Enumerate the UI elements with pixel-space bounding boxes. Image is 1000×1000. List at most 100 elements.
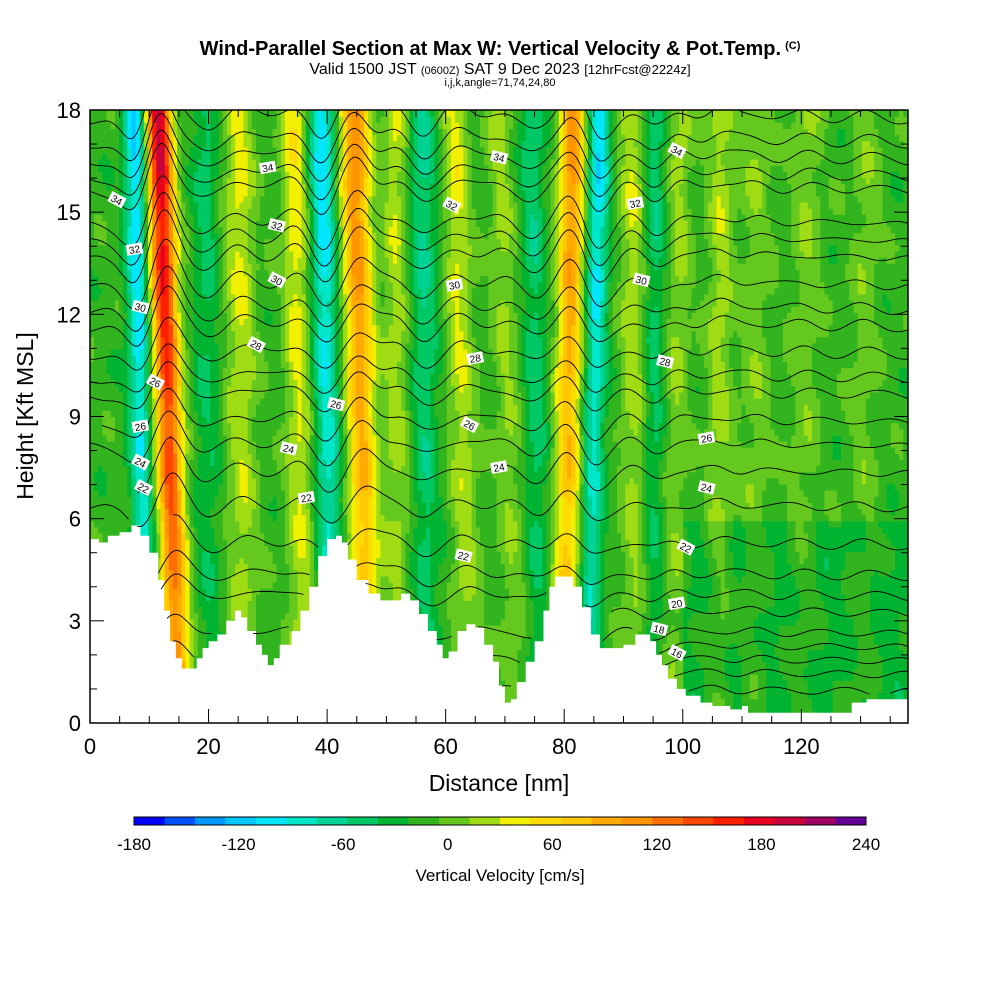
heatmap-cell xyxy=(285,545,290,552)
heatmap-cell xyxy=(202,447,207,454)
heatmap-cell xyxy=(98,526,103,534)
heatmap-cell xyxy=(272,318,278,326)
heatmap-cell xyxy=(256,637,261,644)
heatmap-cell xyxy=(268,293,274,301)
heatmap-cell xyxy=(214,582,220,589)
heatmap-cell xyxy=(256,404,261,411)
heatmap-cell xyxy=(185,226,191,234)
heatmap-cell xyxy=(289,569,294,577)
heatmap-cell xyxy=(185,557,191,565)
heatmap-cell xyxy=(98,110,103,117)
heatmap-cell xyxy=(90,477,95,485)
heatmap-cell xyxy=(123,379,128,387)
heatmap-cell xyxy=(206,502,211,509)
heatmap-cell xyxy=(152,263,157,270)
heatmap-cell xyxy=(98,434,103,442)
heatmap-cell xyxy=(90,379,95,387)
heatmap-cell xyxy=(189,600,195,608)
heatmap-cell xyxy=(193,600,199,608)
heatmap-cell xyxy=(264,582,269,589)
heatmap-cell xyxy=(293,483,298,491)
heatmap-cell xyxy=(102,465,108,473)
heatmap-cell xyxy=(222,140,228,148)
heatmap-cell xyxy=(222,146,228,154)
heatmap-cell xyxy=(135,177,141,185)
heatmap-cell xyxy=(98,428,103,436)
heatmap-cell xyxy=(231,545,236,552)
heatmap-cell xyxy=(226,287,232,295)
heatmap-cell xyxy=(210,293,215,301)
heatmap-cell xyxy=(102,453,108,460)
heatmap-cell xyxy=(280,312,286,319)
heatmap-cell xyxy=(231,385,236,393)
heatmap-cell xyxy=(197,159,203,166)
heatmap-cell xyxy=(280,453,286,460)
heatmap-cell xyxy=(289,514,294,522)
heatmap-cell xyxy=(218,428,224,436)
heatmap-cell xyxy=(247,379,253,387)
heatmap-cell xyxy=(256,453,261,460)
heatmap-cell xyxy=(114,459,120,467)
heatmap-cell xyxy=(226,269,232,277)
heatmap-cell xyxy=(264,508,269,516)
heatmap-cell xyxy=(160,422,166,430)
heatmap-cell xyxy=(280,189,286,197)
heatmap-cell xyxy=(131,447,137,454)
heatmap-cell xyxy=(202,116,207,123)
heatmap-cell xyxy=(289,588,294,595)
heatmap-cell xyxy=(226,404,232,411)
heatmap-cell xyxy=(123,281,128,289)
heatmap-cell xyxy=(256,208,261,215)
heatmap-cell xyxy=(235,483,240,491)
heatmap-cell xyxy=(214,257,220,264)
heatmap-cell xyxy=(222,502,228,509)
heatmap-cell xyxy=(214,502,220,509)
heatmap-cell xyxy=(177,312,182,319)
heatmap-cell xyxy=(173,379,178,387)
heatmap-cell xyxy=(247,159,253,166)
heatmap-cell xyxy=(276,453,282,460)
heatmap-cell xyxy=(148,324,153,332)
heatmap-cell xyxy=(160,428,166,436)
heatmap-cell xyxy=(102,514,108,522)
heatmap-cell xyxy=(251,539,257,546)
heatmap-cell xyxy=(235,159,240,166)
heatmap-cell xyxy=(202,612,207,620)
heatmap-cell xyxy=(110,293,116,301)
heatmap-cell xyxy=(260,606,265,614)
heatmap-cell xyxy=(226,539,232,546)
heatmap-cell xyxy=(206,471,211,479)
heatmap-cell xyxy=(143,287,149,295)
heatmap-cell xyxy=(285,637,290,644)
heatmap-cell xyxy=(235,342,240,350)
heatmap-cell xyxy=(276,416,282,424)
heatmap-cell xyxy=(131,140,137,148)
heatmap-cell xyxy=(256,563,261,571)
heatmap-cell xyxy=(197,563,203,571)
heatmap-cell xyxy=(210,159,215,166)
heatmap-cell xyxy=(131,465,137,473)
heatmap-cell xyxy=(202,526,207,534)
heatmap-cell xyxy=(110,140,116,148)
heatmap-cell xyxy=(164,220,170,227)
heatmap-cell xyxy=(106,122,112,129)
heatmap-cell xyxy=(202,195,207,203)
heatmap-cell xyxy=(139,110,145,117)
heatmap-cell xyxy=(119,361,124,368)
heatmap-cell xyxy=(264,459,269,467)
heatmap-cell xyxy=(131,146,137,154)
heatmap-cell xyxy=(197,490,203,497)
heatmap-cell xyxy=(160,312,166,319)
heatmap-cell xyxy=(164,293,170,301)
heatmap-cell xyxy=(243,257,249,264)
heatmap-cell xyxy=(123,318,128,326)
heatmap-cell xyxy=(173,575,178,583)
heatmap-cell xyxy=(143,134,149,142)
heatmap-cell xyxy=(285,349,290,356)
heatmap-cell xyxy=(139,508,145,516)
heatmap-cell xyxy=(268,441,274,448)
heatmap-cell xyxy=(239,171,245,178)
heatmap-cell xyxy=(143,385,149,393)
heatmap-cell xyxy=(256,612,261,620)
heatmap-cell xyxy=(260,146,265,154)
